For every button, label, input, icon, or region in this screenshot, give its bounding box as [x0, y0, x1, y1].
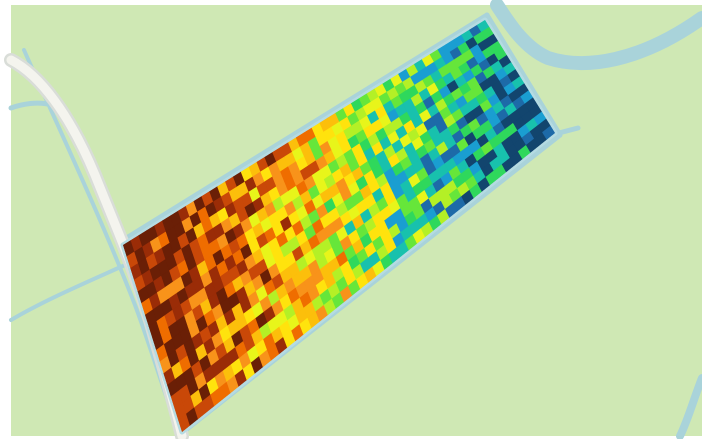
heatmap-cell: [542, 125, 555, 140]
canal-lower-left: [9, 263, 127, 322]
canal-field-top-edge: [117, 12, 490, 245]
canal-right-stub: [552, 125, 581, 137]
field-heatmap[interactable]: [123, 20, 555, 432]
canal-field-right-edge: [484, 12, 563, 138]
canal-bottom-right: [676, 374, 702, 439]
canal-top-right: [490, 0, 702, 71]
